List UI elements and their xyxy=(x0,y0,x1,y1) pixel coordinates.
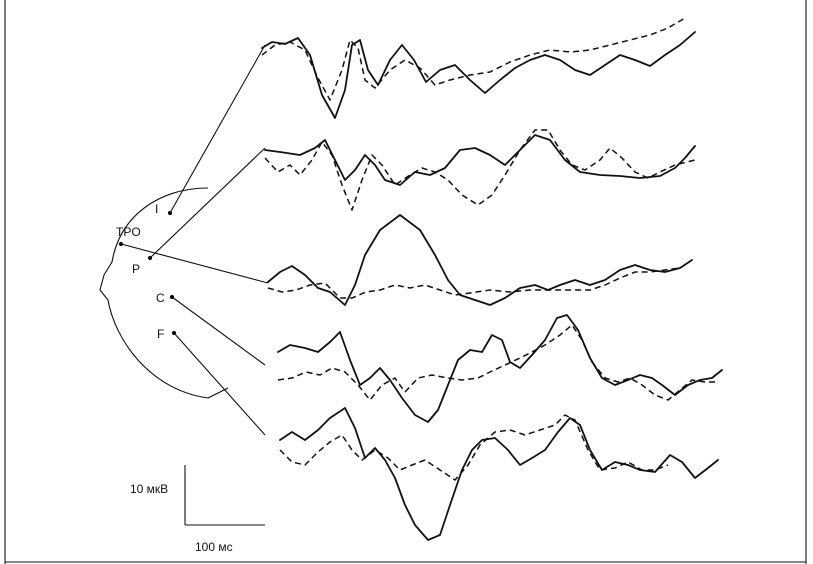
connector xyxy=(120,243,269,284)
trace-dashed xyxy=(261,17,686,101)
connector xyxy=(173,332,266,436)
connector xyxy=(171,296,266,366)
electrode-label: P xyxy=(132,262,140,276)
trace-dashed xyxy=(277,324,718,401)
trace-dashed xyxy=(279,414,669,481)
electrode-label: I xyxy=(155,202,158,216)
electrode-label: C xyxy=(156,291,165,305)
trace-solid xyxy=(261,31,696,119)
trace-dashed xyxy=(264,129,696,211)
connector xyxy=(149,147,266,259)
trace-solid xyxy=(267,214,693,306)
electrode-label: TPO xyxy=(116,225,141,239)
head-outline xyxy=(99,187,229,399)
electrode-label: F xyxy=(157,327,164,341)
connector xyxy=(169,44,266,214)
trace-solid xyxy=(277,314,723,423)
trace-solid xyxy=(279,407,719,541)
trace-solid xyxy=(264,134,696,186)
amplitude-label: 10 мкВ xyxy=(130,482,168,496)
time-label: 100 мс xyxy=(195,540,233,554)
trace-dashed xyxy=(267,267,681,299)
